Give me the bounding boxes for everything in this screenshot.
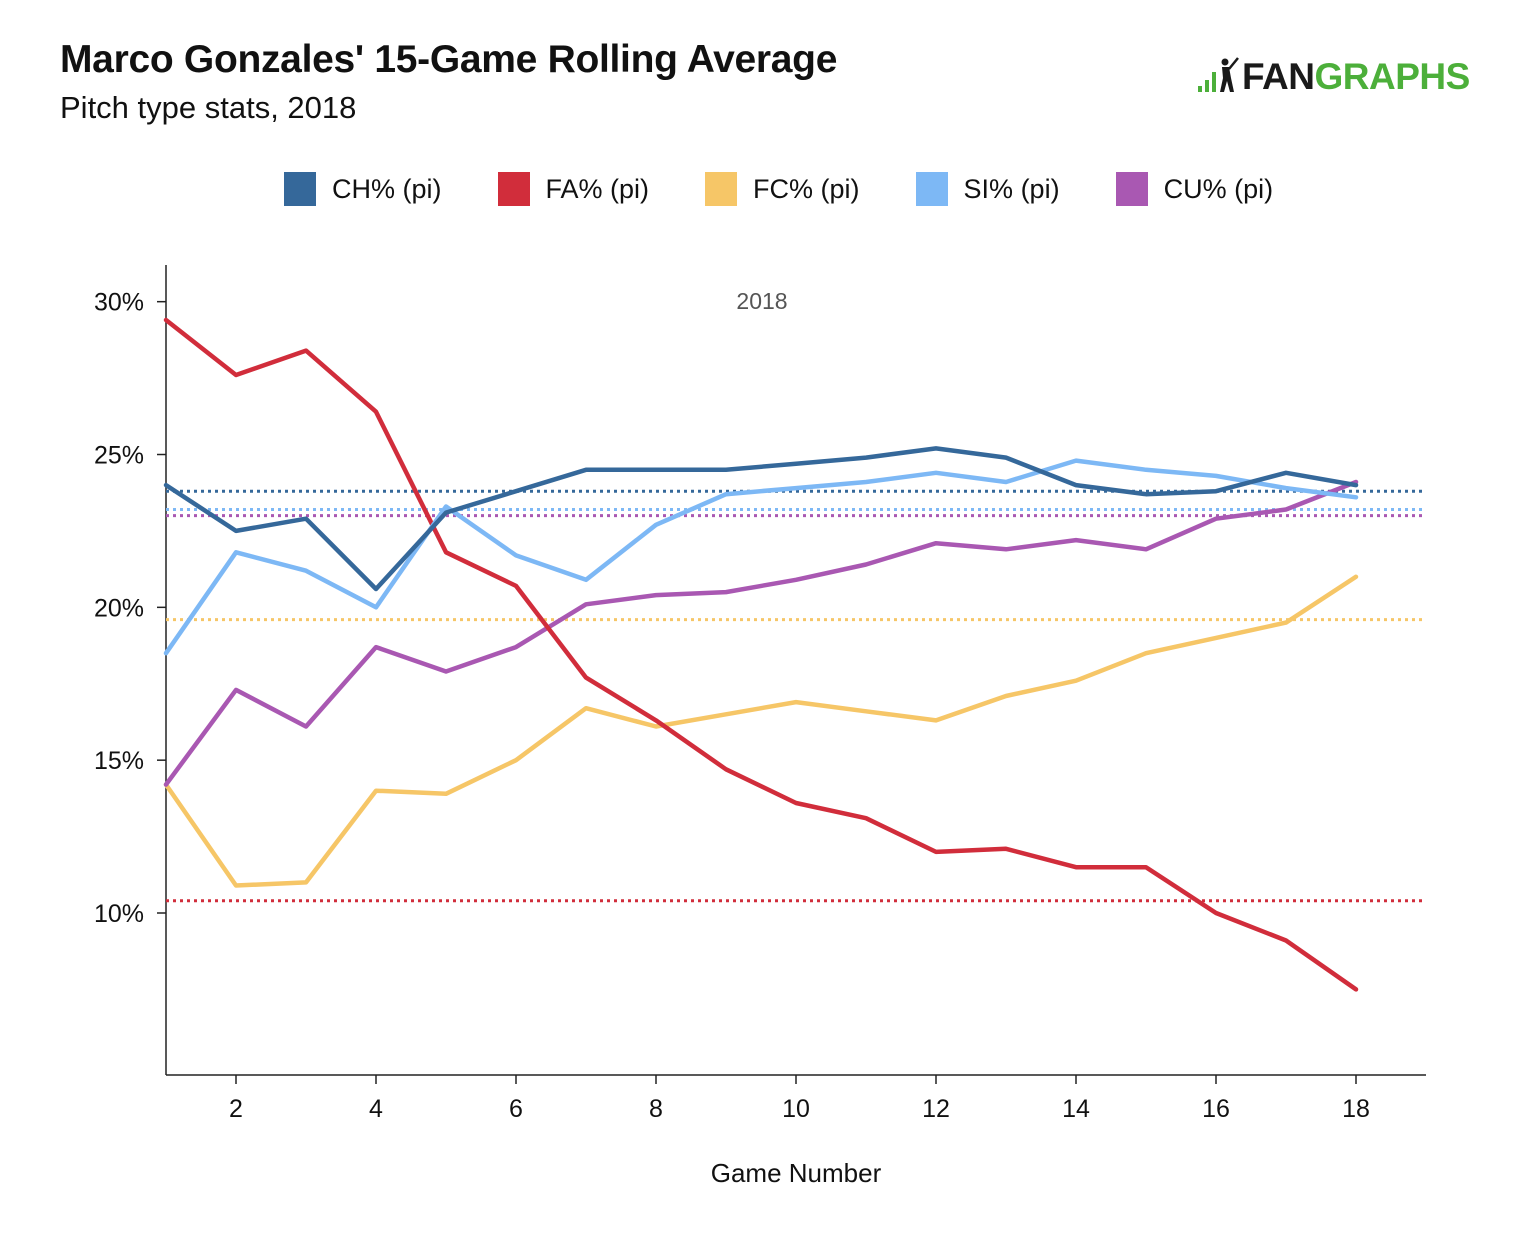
x-axis-title: Game Number	[711, 1158, 882, 1188]
legend-swatch-fc	[705, 172, 738, 206]
series-line-fa[interactable]	[163, 317, 1359, 992]
x-tick-label: 4	[369, 1095, 383, 1123]
fangraphs-logo-icon	[1198, 57, 1239, 92]
x-tick-label: 14	[1062, 1095, 1090, 1123]
x-tick-label: 18	[1342, 1095, 1370, 1123]
y-tick-label: 25%	[94, 442, 144, 470]
series-line-ch[interactable]	[163, 446, 1359, 592]
y-tick-label: 10%	[94, 900, 144, 928]
chart-title: Marco Gonzales' 15-Game Rolling Average	[60, 38, 838, 81]
legend-swatch-cu	[1115, 172, 1148, 206]
legend-swatch-ch	[284, 172, 316, 206]
fangraphs-logo[interactable]: FAN GRAPHS	[1196, 54, 1470, 98]
logo-text-fan: FAN	[1242, 55, 1315, 97]
legend-item-cu[interactable]: CU% (pi)	[1115, 172, 1274, 206]
y-tick-label: 15%	[94, 747, 144, 775]
year-annotation: 2018	[736, 288, 787, 314]
x-tick-label: 8	[649, 1095, 663, 1123]
x-tick-label: 12	[922, 1095, 950, 1123]
y-tick-label: 20%	[94, 594, 144, 622]
legend-label-fc: FC% (pi)	[753, 173, 860, 204]
legend-item-ch[interactable]: CH% (pi)	[284, 172, 442, 206]
legend-item-si[interactable]: SI% (pi)	[915, 172, 1060, 206]
legend-item-fa[interactable]: FA% (pi)	[497, 172, 650, 206]
x-tick-label: 10	[782, 1095, 810, 1123]
logo-text-graphs: GRAPHS	[1314, 55, 1471, 97]
x-tick-label: 16	[1202, 1095, 1230, 1123]
legend-item-fc[interactable]: FC% (pi)	[705, 172, 860, 206]
x-tick-label: 6	[509, 1095, 523, 1123]
legend-label-si: SI% (pi)	[963, 173, 1060, 204]
chart-legend: CH% (pi) FA% (pi) FC% (pi) SI% (pi) CU% (pi)	[284, 172, 1329, 206]
legend-swatch-si	[915, 172, 948, 206]
chart-subtitle: Pitch type stats, 2018	[60, 90, 357, 125]
series-line-cu[interactable]	[163, 479, 1359, 787]
series-line-si[interactable]	[163, 458, 1359, 656]
x-tick-label: 2	[229, 1095, 243, 1123]
legend-swatch-fa	[497, 172, 530, 206]
y-tick-label: 30%	[94, 289, 144, 317]
legend-label-fa: FA% (pi)	[545, 173, 650, 204]
legend-label-ch: CH% (pi)	[332, 173, 442, 204]
series-line-fc[interactable]	[163, 574, 1359, 888]
legend-label-cu: CU% (pi)	[1163, 173, 1274, 204]
